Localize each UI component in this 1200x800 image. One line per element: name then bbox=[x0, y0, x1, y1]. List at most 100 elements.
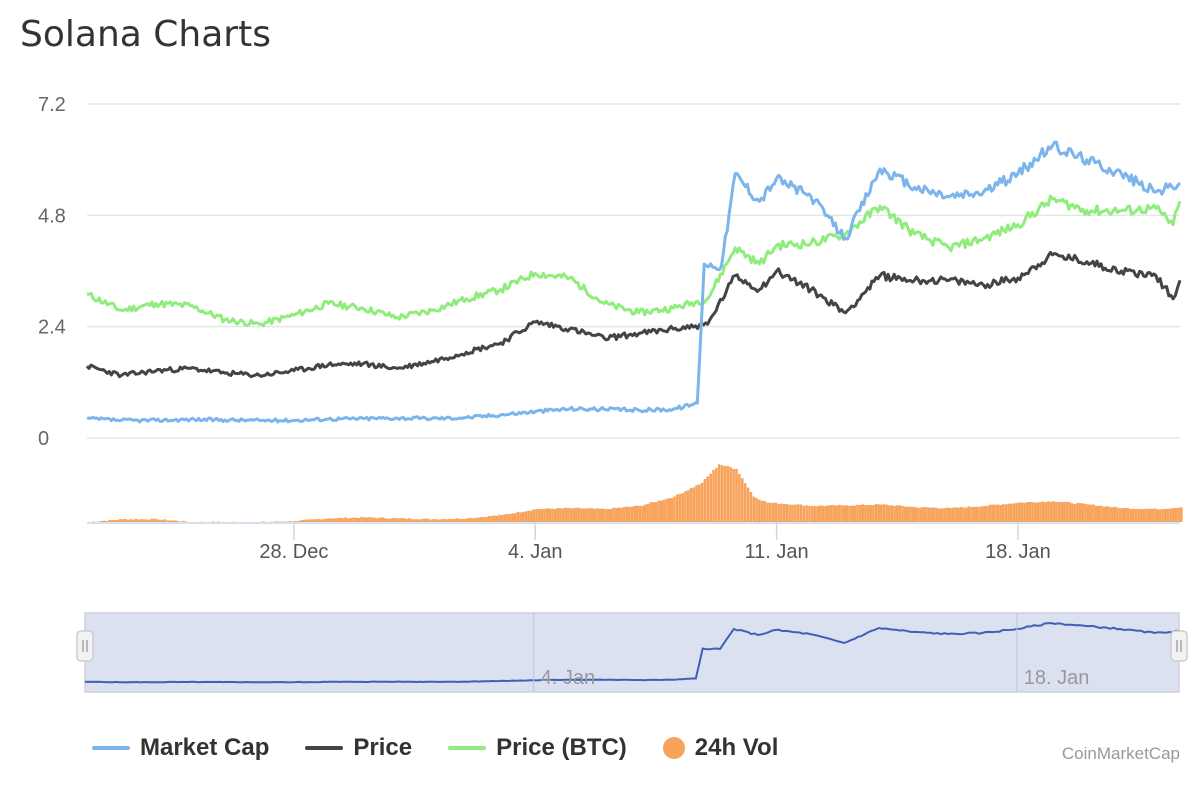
volume-bar bbox=[752, 496, 756, 522]
volume-bar bbox=[811, 505, 814, 522]
volume-bar bbox=[670, 498, 674, 522]
legend-item-price-btc[interactable]: Price (BTC) bbox=[448, 734, 627, 762]
volume-bar bbox=[596, 508, 599, 522]
volume-bar bbox=[763, 501, 767, 522]
volume-bar bbox=[777, 503, 780, 522]
volume-bar bbox=[590, 508, 594, 522]
volume-bar bbox=[774, 502, 778, 522]
volume-bar bbox=[569, 508, 573, 522]
volume-bar bbox=[288, 520, 292, 522]
volume-bar bbox=[378, 517, 382, 522]
volume-bar bbox=[735, 468, 738, 522]
volume-bar bbox=[1073, 503, 1077, 522]
volume-bar bbox=[628, 506, 631, 522]
legend-label: 24h Vol bbox=[694, 734, 779, 761]
volume-bar bbox=[405, 518, 408, 522]
volume-bar bbox=[492, 515, 496, 522]
volume-bar bbox=[155, 519, 159, 522]
volume-bar bbox=[678, 493, 682, 522]
volume-bar bbox=[349, 517, 353, 522]
volume-bar bbox=[532, 509, 536, 522]
volume-bar bbox=[723, 465, 727, 522]
volume-bar bbox=[373, 517, 377, 522]
volume-bar bbox=[537, 509, 541, 522]
volume-bar bbox=[646, 503, 650, 522]
volume-bar bbox=[354, 517, 358, 522]
volume-bar bbox=[309, 519, 313, 522]
volume-bar bbox=[1126, 508, 1130, 522]
volume-bar bbox=[1028, 501, 1032, 522]
volume-bar bbox=[97, 521, 101, 522]
volume-bar bbox=[506, 513, 509, 522]
volume-bar bbox=[453, 518, 456, 522]
volume-bar bbox=[134, 519, 138, 522]
volume-bar bbox=[495, 515, 499, 522]
volume-bar bbox=[956, 507, 960, 522]
volume-bar bbox=[121, 519, 125, 522]
volume-bar bbox=[970, 506, 973, 522]
volume-bar bbox=[540, 509, 544, 522]
volume-bar bbox=[1004, 504, 1008, 522]
volume-bar bbox=[740, 478, 744, 522]
volume-bar bbox=[887, 505, 891, 522]
volume-bar bbox=[880, 504, 883, 522]
volume-bar bbox=[994, 504, 997, 522]
volume-bar bbox=[182, 520, 186, 522]
navigator-left-handle[interactable] bbox=[76, 630, 94, 662]
volume-bar bbox=[1036, 502, 1040, 522]
volume-bar bbox=[877, 504, 880, 522]
volume-bar bbox=[641, 505, 644, 522]
volume-bar bbox=[659, 500, 663, 522]
legend-item-market-cap[interactable]: Market Cap bbox=[92, 734, 269, 762]
volume-bar bbox=[654, 502, 658, 522]
volume-bar bbox=[914, 507, 918, 522]
volume-bar bbox=[394, 517, 398, 522]
volume-bar bbox=[657, 500, 660, 522]
volume-bar bbox=[938, 508, 941, 522]
volume-bar bbox=[1161, 508, 1164, 522]
volume-bar bbox=[935, 507, 939, 522]
volume-bar bbox=[386, 518, 390, 522]
volume-bar bbox=[484, 517, 488, 522]
volume-bar bbox=[142, 519, 146, 522]
volume-bar bbox=[760, 500, 764, 522]
volume-bar bbox=[709, 473, 712, 522]
volume-bar bbox=[898, 505, 902, 522]
volume-bar bbox=[1068, 502, 1071, 522]
volume-bar bbox=[137, 519, 140, 522]
volume-bar bbox=[700, 482, 704, 522]
volume-bar bbox=[996, 504, 1000, 522]
volume-bar bbox=[771, 502, 775, 522]
volume-bar bbox=[397, 518, 400, 522]
volume-bar bbox=[588, 508, 591, 522]
navigator-range[interactable] bbox=[84, 612, 1180, 693]
volume-bar bbox=[845, 505, 849, 522]
volume-bar bbox=[715, 467, 718, 522]
volume-bar bbox=[911, 506, 915, 522]
volume-bar bbox=[392, 517, 395, 522]
volume-bar bbox=[988, 504, 992, 522]
volume-bar bbox=[1121, 508, 1124, 522]
volume-bar bbox=[275, 521, 278, 522]
volume-bar bbox=[567, 507, 570, 522]
volume-bar bbox=[834, 505, 838, 522]
volume-bar bbox=[1150, 508, 1154, 522]
volume-bar bbox=[325, 518, 329, 522]
legend-item-price[interactable]: Price bbox=[305, 734, 412, 762]
volume-bar bbox=[667, 498, 671, 522]
credit-link[interactable]: CoinMarketCap bbox=[1061, 744, 1180, 763]
volume-bar bbox=[692, 487, 696, 522]
legend: Market Cap Price Price (BTC) 24h Vol bbox=[92, 734, 778, 762]
volume-bar bbox=[757, 499, 761, 522]
legend-item-24h-vol[interactable]: 24h Vol bbox=[662, 734, 779, 762]
volume-bar bbox=[1171, 508, 1175, 522]
navigator-right-handle[interactable] bbox=[1170, 630, 1188, 662]
volume-bar bbox=[529, 510, 533, 522]
navigator[interactable]: 4. Jan 18. Jan bbox=[76, 612, 1188, 693]
volume-bar bbox=[882, 504, 886, 522]
volume-bar bbox=[1124, 507, 1127, 522]
volume-bar bbox=[132, 519, 135, 522]
volume-bar bbox=[129, 519, 133, 522]
volume-bar bbox=[1147, 508, 1151, 522]
volume-bar bbox=[384, 518, 387, 522]
